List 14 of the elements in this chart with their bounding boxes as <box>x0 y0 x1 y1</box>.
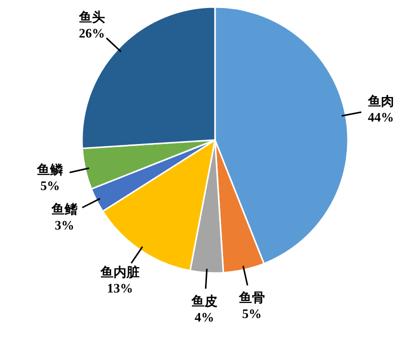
slice-label: 鱼皮 <box>190 294 218 310</box>
data-label: 5% <box>40 178 60 193</box>
data-label: 26% <box>78 25 105 40</box>
data-label: 4% <box>194 310 214 325</box>
slice-label: 鱼鳞 <box>36 162 64 178</box>
data-label: 44% <box>368 109 394 124</box>
slice-label: 鱼肉 <box>366 94 394 110</box>
data-label: 3% <box>54 218 74 233</box>
slice-label: 鱼鳍 <box>50 202 78 218</box>
data-label: 5% <box>242 306 262 321</box>
slice-label: 鱼内脏 <box>100 264 140 281</box>
data-label: 13% <box>107 280 134 296</box>
slice-label: 鱼骨 <box>238 290 265 306</box>
slice-label: 鱼头 <box>78 10 105 26</box>
